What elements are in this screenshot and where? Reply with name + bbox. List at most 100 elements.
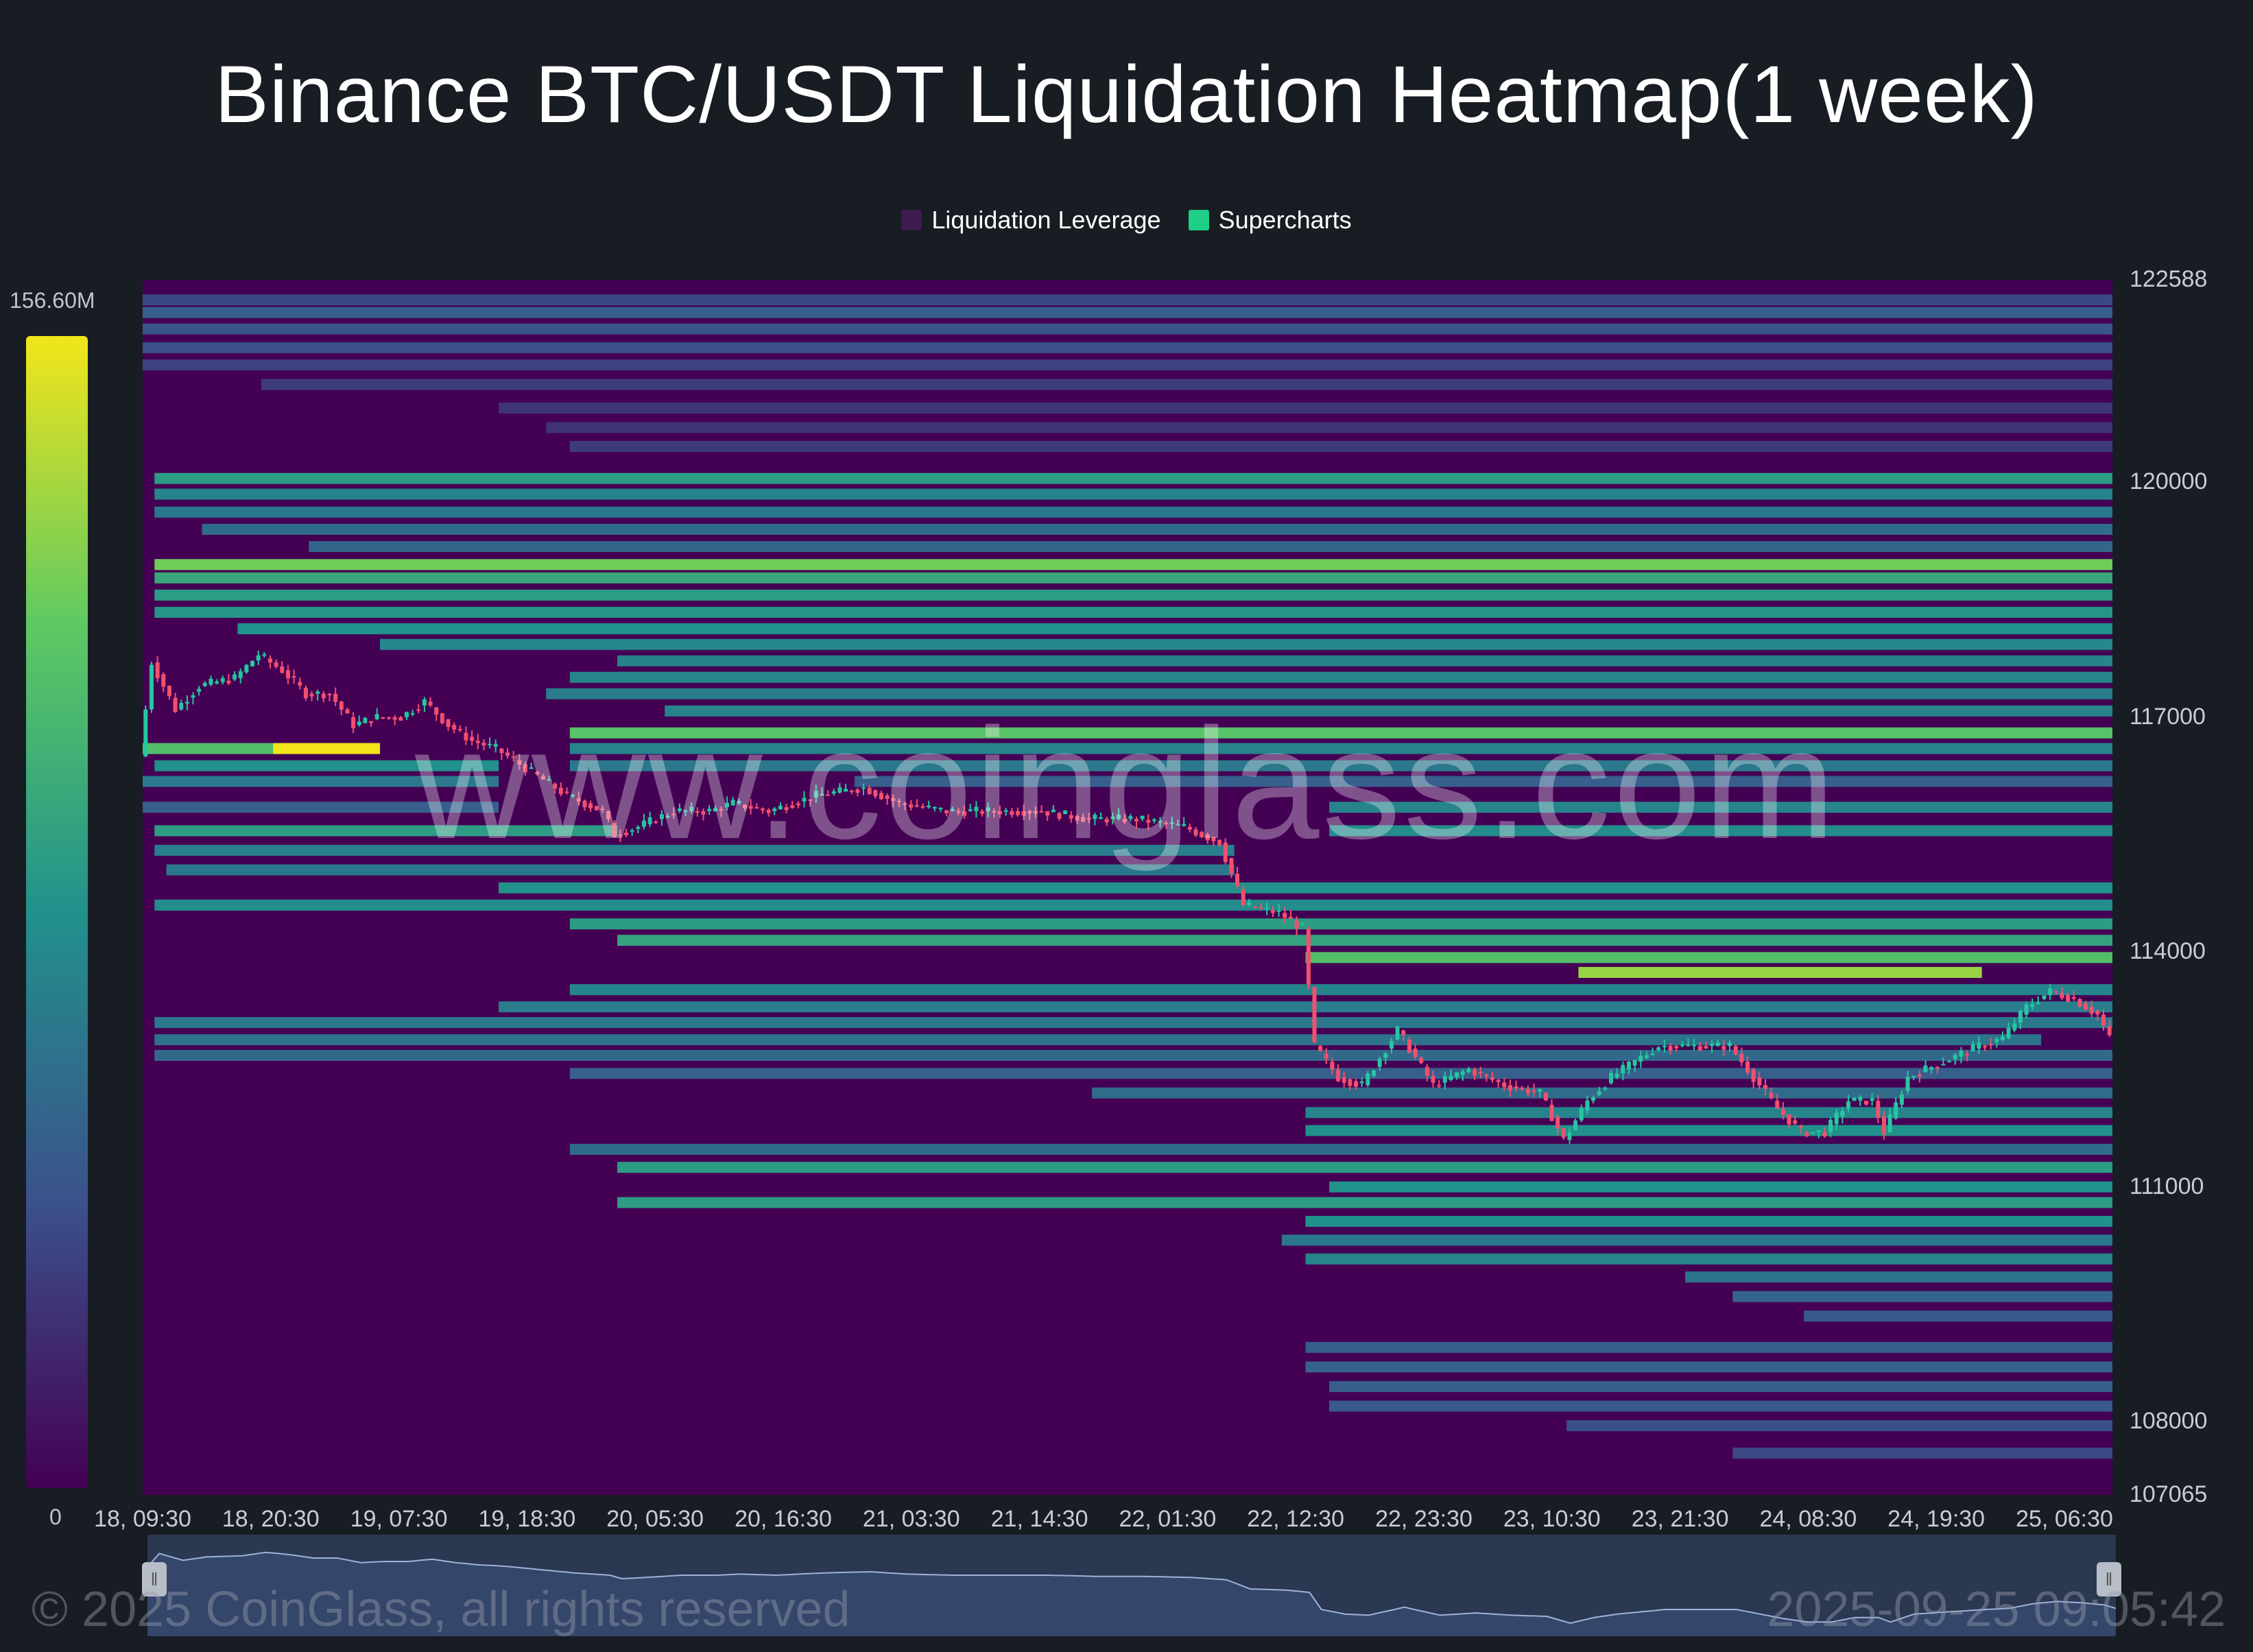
candle-body — [2000, 1036, 2005, 1040]
candle-body — [743, 804, 748, 809]
candle-body — [470, 737, 475, 741]
candle-body — [398, 717, 403, 721]
candle-body — [665, 815, 670, 817]
candle-body — [813, 791, 818, 798]
liquidation-band — [143, 294, 2112, 306]
liquidation-band — [1305, 1216, 2112, 1228]
liquidation-band — [1305, 952, 2112, 963]
candle-body — [1252, 906, 1257, 908]
navigator-left-handle[interactable]: ǁ — [142, 1562, 167, 1596]
candle-body — [1614, 1073, 1619, 1077]
candle-body — [677, 808, 682, 811]
candle-body — [2071, 996, 2076, 999]
x-tick-label: 23, 10:30 — [1503, 1506, 1601, 1532]
liquidation-band — [143, 342, 2112, 354]
navigator-area — [147, 1552, 2116, 1636]
candle-body — [1846, 1101, 1851, 1109]
candle-body — [155, 662, 160, 678]
candle-body — [2101, 1014, 2106, 1026]
candle-body — [2077, 998, 2082, 1007]
candle-body — [256, 655, 261, 661]
liquidation-band — [154, 1034, 2042, 1046]
candle-body — [2018, 1011, 2023, 1023]
candle-body — [1478, 1072, 1483, 1074]
liquidation-band — [154, 760, 499, 771]
liquidation-band — [617, 655, 2112, 667]
candle-body — [612, 822, 617, 837]
candle-body — [671, 813, 676, 815]
candle-body — [1692, 1044, 1697, 1046]
liquidation-band — [237, 623, 2112, 634]
candle-body — [1306, 929, 1311, 985]
candle-body — [321, 693, 326, 699]
candle-body — [1496, 1079, 1501, 1082]
candle-body — [1538, 1088, 1542, 1092]
candle-body — [630, 830, 634, 832]
candle-body — [784, 807, 789, 811]
candle-body — [1793, 1120, 1798, 1124]
candle-body — [855, 789, 860, 793]
candle-body — [1697, 1046, 1702, 1051]
candle-body — [1223, 842, 1228, 862]
candle-body — [149, 665, 154, 710]
candle-body — [499, 748, 504, 754]
candle-body — [1881, 1116, 1886, 1135]
candle-body — [920, 806, 925, 808]
candle-body — [641, 820, 646, 827]
candle-body — [2024, 1004, 2029, 1015]
candle-body — [737, 801, 741, 804]
navigator-right-handle[interactable]: ǁ — [2097, 1562, 2121, 1596]
candle-body — [986, 807, 990, 811]
candle-body — [837, 787, 842, 793]
candle-body — [1122, 819, 1127, 822]
candle-body — [998, 811, 1003, 815]
candle-body — [1811, 1132, 1815, 1134]
candle-body — [1187, 826, 1192, 830]
candle-body — [1235, 874, 1240, 887]
range-navigator[interactable]: ǁ ǁ — [142, 1535, 2121, 1636]
candle-body — [1757, 1077, 1762, 1086]
liquidation-band — [569, 1068, 2112, 1079]
liquidation-band — [154, 899, 2112, 911]
candle-body — [1027, 811, 1032, 814]
candle-body — [1977, 1042, 1981, 1049]
candle-body — [1828, 1119, 1833, 1132]
liquidation-band — [143, 359, 2112, 371]
candle-body — [505, 752, 510, 756]
candle-body — [1728, 1042, 1732, 1046]
candle-body — [1899, 1094, 1904, 1105]
candle-body — [754, 807, 759, 809]
candle-body — [339, 702, 344, 710]
candle-body — [1656, 1047, 1661, 1051]
liquidation-band — [154, 1017, 2112, 1029]
candle-body — [446, 719, 451, 727]
candle-body — [1419, 1057, 1424, 1064]
candle-body — [381, 717, 385, 719]
candle-body — [992, 811, 997, 813]
x-tick-label: 21, 03:30 — [862, 1506, 960, 1532]
liquidation-band — [1329, 1400, 2112, 1412]
legend-item-supercharts[interactable]: Supercharts — [1188, 206, 1352, 235]
candle-body — [760, 809, 765, 811]
candle-body — [191, 695, 195, 698]
candle-body — [197, 689, 202, 692]
candle-body — [1798, 1126, 1803, 1128]
candle-body — [291, 675, 296, 678]
candle-body — [1117, 814, 1121, 819]
candle-body — [1372, 1070, 1376, 1077]
candle-body — [208, 678, 213, 685]
legend-item-liquidation-leverage[interactable]: Liquidation Leverage — [901, 206, 1161, 235]
candle-body — [1941, 1064, 1946, 1066]
candle-body — [1994, 1038, 1999, 1042]
heatmap-bands — [143, 294, 2112, 1459]
candle-body — [1668, 1046, 1673, 1051]
heatmap-plot-area[interactable] — [143, 280, 2112, 1495]
candle-body — [440, 713, 444, 723]
candle-body — [636, 826, 641, 829]
candle-body — [1715, 1042, 1720, 1046]
candle-body — [2060, 993, 2064, 998]
candle-body — [1710, 1044, 1715, 1046]
candle-body — [1585, 1100, 1590, 1111]
candle-body — [410, 713, 415, 715]
candle-body — [1075, 816, 1080, 821]
